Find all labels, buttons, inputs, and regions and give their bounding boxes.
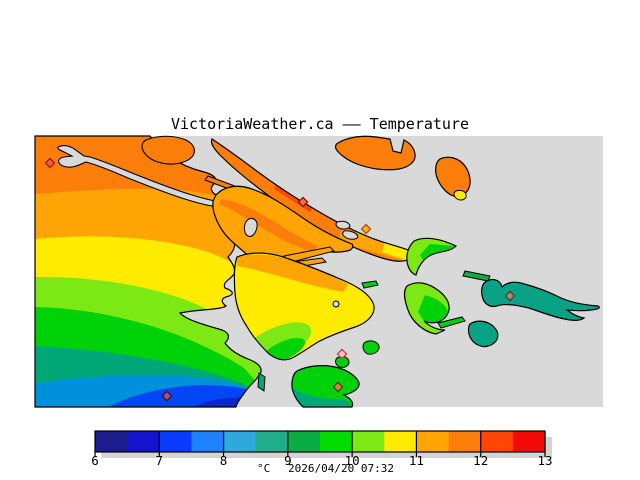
colorbar-block: [320, 431, 353, 452]
victoria-teal-south: [292, 388, 352, 407]
colorbar-tick-label: 7: [156, 453, 164, 468]
green-island-2-field: [404, 282, 450, 334]
temperature-band-deep-blue: [193, 397, 262, 407]
islet-haro: [361, 280, 379, 289]
island-saltspring-field: [212, 186, 353, 265]
green-island-1-field: [406, 238, 456, 275]
station-marker-2: [297, 196, 309, 208]
colorbar-tick-label: 11: [409, 453, 424, 468]
colorbar-block: [127, 431, 160, 452]
station-marker-5: [161, 390, 173, 402]
station-marker-3: [360, 223, 372, 235]
gc1-green-east: [420, 244, 456, 262]
station-markers: [44, 157, 516, 402]
colorbar-block: [448, 431, 482, 452]
colorbar-block: [95, 431, 128, 452]
station-marker-1: [44, 157, 56, 169]
colorbar-tick-label: 12: [473, 453, 488, 468]
colorbar-blocks: [95, 431, 546, 452]
colorbar-block: [416, 431, 450, 452]
unit-label: °C: [257, 462, 270, 475]
lake-cowichan: [57, 145, 233, 208]
colorbar-block: [287, 431, 321, 452]
lake-stmary: [243, 218, 258, 237]
colorbar-block: [384, 431, 417, 452]
gc2-green-southeast: [418, 295, 448, 323]
islet-2: [342, 230, 359, 240]
island-north: [141, 135, 195, 165]
colorbar-tick-label: 6: [91, 453, 99, 468]
station-marker-7: [332, 381, 344, 393]
colorbar-tick-labels: 6 7 8 9 10 11 12 13: [91, 453, 552, 468]
victoria-field: [291, 365, 360, 407]
colorbar-ticks: [94, 431, 546, 457]
colorbar-block: [191, 431, 225, 452]
islet-victoria-e: [362, 340, 380, 355]
station-marker-6: [336, 348, 348, 360]
island-sanjuan: [481, 278, 600, 321]
island-south-teal: [467, 320, 499, 348]
map-region: [34, 135, 603, 408]
page-title: VictoriaWeather.ca —— Temperature: [171, 115, 469, 133]
island-thetis: [335, 135, 416, 171]
islet-west-sliver: [257, 372, 266, 392]
colorbar-block: [480, 431, 514, 452]
colorbar-tick-label: 10: [345, 453, 360, 468]
colorbar-block: [159, 431, 192, 452]
colorbar-tick-label: 9: [284, 453, 292, 468]
islet-victoria-n: [335, 356, 350, 368]
islet-1: [335, 220, 351, 230]
timestamp: 2026/04/20 07:32: [288, 462, 394, 475]
colorbar-block: [223, 431, 257, 452]
lake-elk: [332, 300, 340, 308]
colorbar-block: [255, 431, 289, 452]
saltspring-warm-core: [219, 199, 318, 252]
colorbar-tick-label: 13: [537, 453, 552, 468]
colorbar-tick-label: 8: [220, 453, 228, 468]
colorbar-block: [512, 431, 546, 452]
saanich-amber-north: [237, 254, 348, 292]
station-marker-4: [504, 290, 516, 302]
colorbar: 6 7 8 9 10 11 12 13 °C 2026/04/20 07:32: [91, 430, 553, 475]
island-round-cool-tip: [453, 189, 467, 201]
islet-tail: [437, 316, 466, 329]
colorbar-block: [352, 431, 385, 452]
